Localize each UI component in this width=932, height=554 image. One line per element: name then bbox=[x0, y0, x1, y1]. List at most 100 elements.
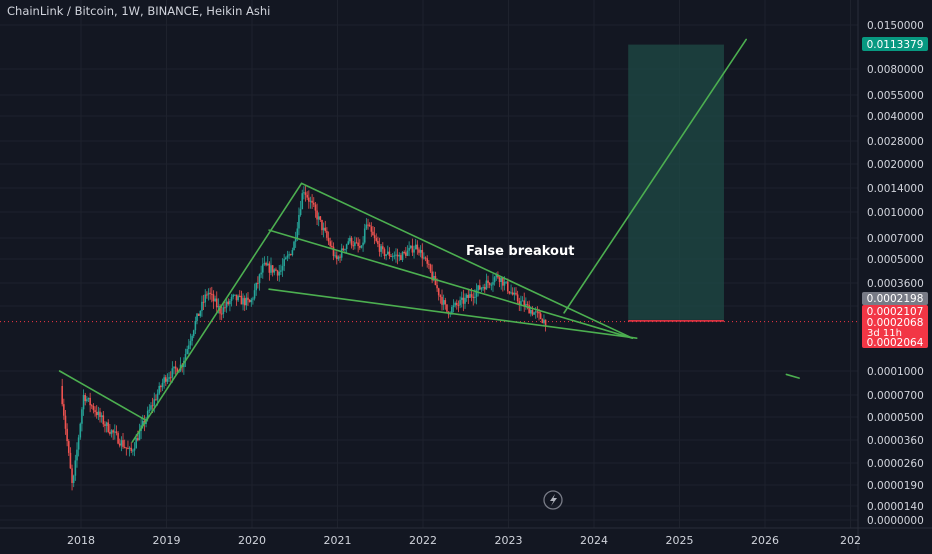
x-tick-label: 2024 bbox=[580, 534, 608, 547]
candle-body bbox=[240, 295, 243, 305]
y-tick-label: 0.0000700 bbox=[867, 390, 924, 402]
candle-body bbox=[187, 345, 190, 350]
candle-body bbox=[495, 274, 498, 278]
candle-body bbox=[488, 283, 491, 285]
candle-body bbox=[439, 295, 442, 297]
candle-body bbox=[155, 399, 157, 401]
lightning-icon[interactable] bbox=[543, 490, 563, 510]
candle-body bbox=[285, 257, 287, 260]
chart-title: ChainLink / Bitcoin, 1W, BINANCE, Heikin… bbox=[7, 4, 270, 18]
candle-body bbox=[308, 197, 310, 202]
candle-body bbox=[429, 264, 432, 272]
candle-body bbox=[518, 301, 521, 305]
candle-body bbox=[441, 296, 443, 305]
price-axis[interactable]: 0.0150000 0.0080000 0.0055000 0.0040000 0.00… bbox=[867, 20, 924, 527]
candle-body bbox=[303, 192, 305, 194]
candle-body bbox=[413, 249, 415, 253]
target-zone-rect bbox=[628, 44, 724, 320]
candle-body bbox=[92, 405, 95, 411]
candle-body bbox=[212, 294, 215, 302]
price-label-target: 0.0113379 bbox=[862, 37, 928, 51]
candle-body bbox=[493, 277, 496, 283]
candle-body bbox=[271, 265, 274, 273]
candle-body bbox=[64, 415, 67, 429]
candle-body bbox=[204, 294, 207, 303]
candle-body bbox=[120, 440, 123, 446]
candle-body bbox=[171, 368, 174, 378]
candle-body bbox=[451, 307, 453, 314]
candle-body bbox=[516, 294, 519, 302]
candle-body bbox=[125, 447, 128, 449]
y-tick-label: 0.0005000 bbox=[867, 254, 924, 266]
candle-body bbox=[258, 274, 261, 284]
candle-body bbox=[138, 430, 141, 441]
candle-body bbox=[321, 220, 323, 231]
candle-body bbox=[437, 288, 440, 296]
y-tick-label: 0.0000360 bbox=[867, 435, 924, 447]
trendlines bbox=[58, 38, 801, 443]
target-zone bbox=[0, 44, 858, 323]
candle-body bbox=[202, 301, 205, 303]
candle-body bbox=[278, 271, 281, 276]
candle-body bbox=[79, 423, 82, 438]
candle-body bbox=[84, 395, 87, 402]
candle-body bbox=[505, 281, 507, 283]
candle-body bbox=[431, 271, 433, 281]
candle-body bbox=[250, 299, 253, 303]
y-tick-label: 0.0000190 bbox=[867, 480, 924, 492]
candle-body bbox=[76, 449, 78, 461]
candle-body bbox=[260, 272, 262, 275]
candle-body bbox=[146, 410, 149, 419]
price-countdown-text: 3d 11h bbox=[867, 328, 902, 339]
candle-body bbox=[538, 311, 540, 314]
candle-body bbox=[529, 310, 532, 314]
candle-body bbox=[528, 305, 530, 314]
candle-body bbox=[377, 240, 379, 244]
candle-body bbox=[444, 300, 447, 305]
candle-body bbox=[253, 290, 256, 299]
candle-body bbox=[270, 265, 272, 273]
price-label-target-text: 0.0113379 bbox=[867, 39, 924, 51]
y-tick-label: 0.0020000 bbox=[867, 159, 924, 171]
candle-body bbox=[436, 285, 438, 289]
candle-body bbox=[82, 395, 85, 410]
candle-body bbox=[230, 296, 233, 301]
candle-body bbox=[368, 224, 371, 227]
candle-body bbox=[382, 246, 384, 250]
candle-body bbox=[421, 249, 424, 259]
candle-body bbox=[334, 255, 336, 257]
price-label-lower-text: 0.0002064 bbox=[867, 337, 924, 349]
trendline-5 bbox=[563, 38, 747, 314]
candle-body bbox=[248, 299, 251, 303]
candle-body bbox=[339, 256, 341, 258]
candle-body bbox=[391, 256, 394, 258]
candle-body bbox=[459, 299, 461, 306]
candle-body bbox=[298, 214, 300, 229]
y-tick-label: 0.0001000 bbox=[867, 366, 924, 378]
candle-body bbox=[354, 242, 356, 246]
candle-body bbox=[163, 377, 165, 383]
candle-body bbox=[184, 353, 187, 361]
candle-body bbox=[434, 276, 437, 286]
candle-body bbox=[475, 290, 478, 297]
candle-body bbox=[502, 277, 504, 286]
candle-body bbox=[372, 231, 374, 236]
candle-body bbox=[312, 202, 315, 205]
candle-body bbox=[324, 227, 327, 232]
candle-body bbox=[189, 340, 192, 346]
candle-body bbox=[411, 245, 414, 253]
candle-body bbox=[479, 285, 481, 290]
candle-body bbox=[452, 305, 455, 308]
candle-body bbox=[122, 440, 124, 447]
candle-body bbox=[229, 300, 231, 305]
x-tick-label: 2018 bbox=[67, 534, 95, 547]
price-label-current: 0.0002107 0.0002068 3d 11h 0.0002064 bbox=[862, 305, 928, 349]
time-axis[interactable]: 2018 2019 2020 2021 2022 2023 2024 2025 2026 202 bbox=[67, 534, 861, 547]
candle-body bbox=[362, 242, 364, 246]
candle-body bbox=[118, 443, 121, 446]
candle-body bbox=[380, 246, 382, 252]
candle-body bbox=[247, 297, 249, 300]
candle-body bbox=[358, 246, 361, 248]
candle-body bbox=[110, 430, 113, 434]
